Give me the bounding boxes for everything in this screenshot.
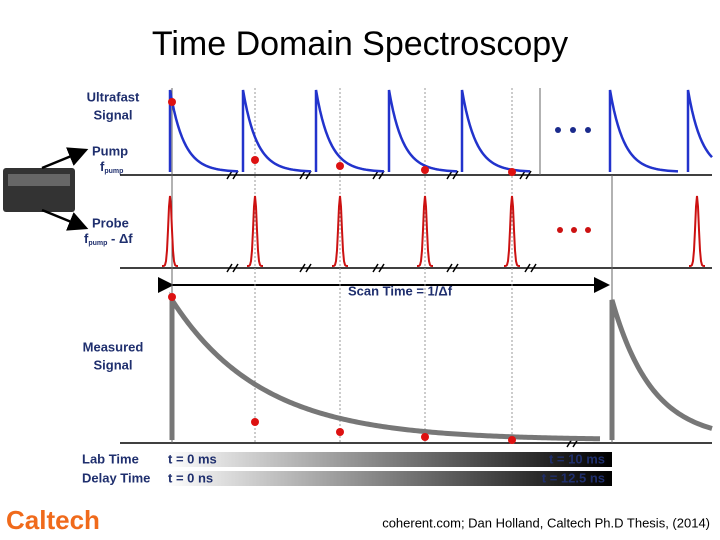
decay <box>387 89 458 173</box>
label: t = 0 ms <box>168 451 217 466</box>
pulse <box>331 195 349 267</box>
pulse <box>503 195 521 267</box>
subscript: pump <box>88 240 107 247</box>
label: Pump <box>92 143 128 158</box>
label: t = 10 ms <box>549 451 605 466</box>
marker <box>168 98 176 106</box>
time-bar <box>165 471 612 486</box>
label: t = 12.5 ns <box>542 470 605 485</box>
marker <box>336 428 344 436</box>
break <box>446 170 459 180</box>
marker <box>508 168 516 176</box>
dot <box>585 127 591 133</box>
label: Signal <box>93 107 132 122</box>
decay <box>241 89 312 173</box>
decay <box>608 89 679 173</box>
label: fpump - Δf <box>84 231 133 246</box>
label: Ultrafast <box>87 89 140 104</box>
suffix: - Δf <box>107 231 133 246</box>
decay <box>169 291 601 442</box>
arrow <box>41 147 89 170</box>
dot <box>585 227 591 233</box>
label: Probe <box>92 215 129 230</box>
marker <box>168 293 176 301</box>
decay <box>314 89 385 173</box>
label: Measured <box>83 339 144 354</box>
marker <box>508 436 516 444</box>
label: Delay Time <box>82 470 150 485</box>
break <box>299 263 312 273</box>
dot <box>555 127 561 133</box>
time-bar <box>165 452 612 467</box>
artwork <box>120 88 713 448</box>
pulse <box>161 195 179 267</box>
citation: coherent.com; Dan Holland, Caltech Ph.D … <box>382 515 710 530</box>
pulse <box>688 195 706 267</box>
decay <box>168 89 239 173</box>
laser <box>8 174 70 186</box>
scan-label: Scan Time = 1/Δf <box>348 283 453 298</box>
break <box>372 263 385 273</box>
dot <box>570 127 576 133</box>
marker <box>421 433 429 441</box>
title: Time Domain Spectroscopy <box>152 25 568 63</box>
marker <box>336 162 344 170</box>
label: t = 0 ns <box>168 470 213 485</box>
dot <box>571 227 577 233</box>
pulse <box>246 195 264 267</box>
symbol: f <box>84 231 89 246</box>
arrow <box>41 208 89 231</box>
pulse <box>416 195 434 267</box>
label: Signal <box>93 357 132 372</box>
decay <box>609 299 713 440</box>
label: fpump <box>100 159 123 174</box>
subscript: pump <box>104 168 123 175</box>
break <box>524 263 537 273</box>
dot <box>557 227 563 233</box>
marker <box>421 166 429 174</box>
label: Lab Time <box>82 451 139 466</box>
decay <box>686 89 713 172</box>
break <box>446 263 459 273</box>
decay <box>460 89 531 173</box>
marker <box>251 418 259 426</box>
logo: Caltech <box>6 505 100 535</box>
marker <box>251 156 259 164</box>
symbol: f <box>100 159 105 174</box>
break <box>519 170 532 180</box>
break <box>226 263 239 273</box>
